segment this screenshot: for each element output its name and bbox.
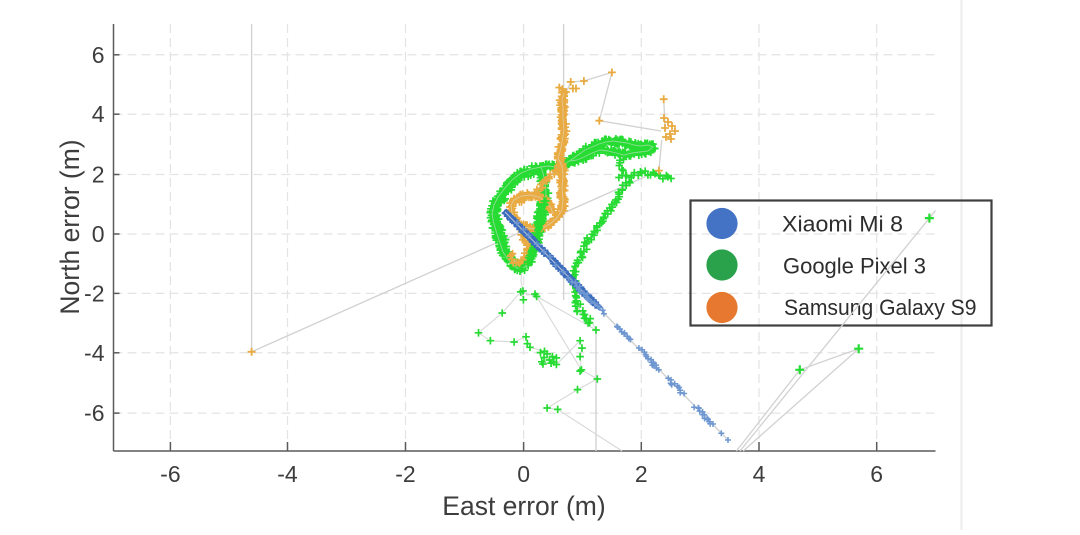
svg-text:Google Pixel 3: Google Pixel 3: [783, 254, 926, 279]
svg-text:-2: -2: [395, 461, 415, 487]
svg-text:-6: -6: [160, 461, 180, 487]
svg-text:-4: -4: [277, 461, 298, 487]
svg-text:0: 0: [92, 221, 105, 247]
svg-text:Xiaomi Mi 8: Xiaomi Mi 8: [782, 212, 903, 237]
svg-text:North error (m): North error (m): [55, 139, 85, 314]
svg-text:4: 4: [92, 101, 105, 127]
svg-text:0: 0: [517, 461, 530, 487]
svg-text:2: 2: [92, 162, 105, 188]
svg-text:Samsung Galaxy S9: Samsung Galaxy S9: [784, 295, 977, 320]
svg-text:-6: -6: [84, 400, 104, 426]
svg-text:6: 6: [870, 461, 883, 487]
svg-text:East error (m): East error (m): [442, 491, 605, 521]
svg-text:2: 2: [635, 461, 648, 487]
svg-text:-4: -4: [84, 340, 105, 366]
svg-text:4: 4: [753, 461, 766, 487]
svg-text:6: 6: [92, 42, 105, 68]
svg-text:-2: -2: [84, 280, 104, 306]
